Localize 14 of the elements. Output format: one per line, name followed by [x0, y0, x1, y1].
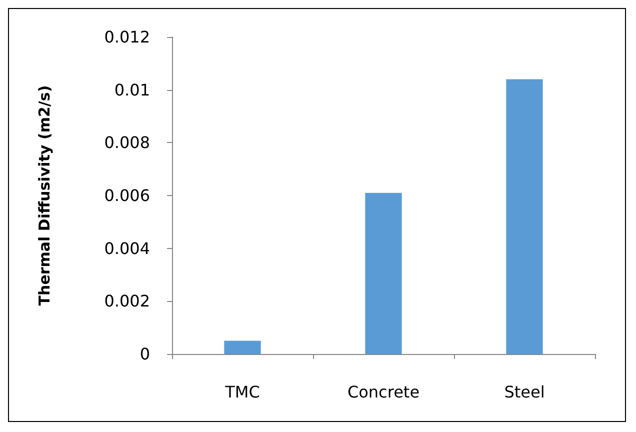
x-tick-label: TMC [224, 382, 260, 402]
bar [365, 192, 402, 354]
y-tick-label: 0 [140, 344, 150, 364]
y-tick-label: 0.008 [104, 133, 150, 152]
y-tick-label: 0.01 [114, 80, 150, 100]
y-tick-label: 0.012 [104, 28, 150, 46]
y-tick-label: 0.004 [104, 238, 150, 258]
bar [224, 340, 261, 354]
bar [506, 79, 543, 354]
y-tick-label: 0.006 [104, 186, 150, 205]
y-axis-title: Thermal Diffusivity (m2/s) [36, 85, 54, 306]
x-tick-label: Concrete [347, 382, 420, 402]
x-tick-label: Steel [504, 382, 545, 402]
y-tick-label: 0.002 [104, 292, 150, 311]
